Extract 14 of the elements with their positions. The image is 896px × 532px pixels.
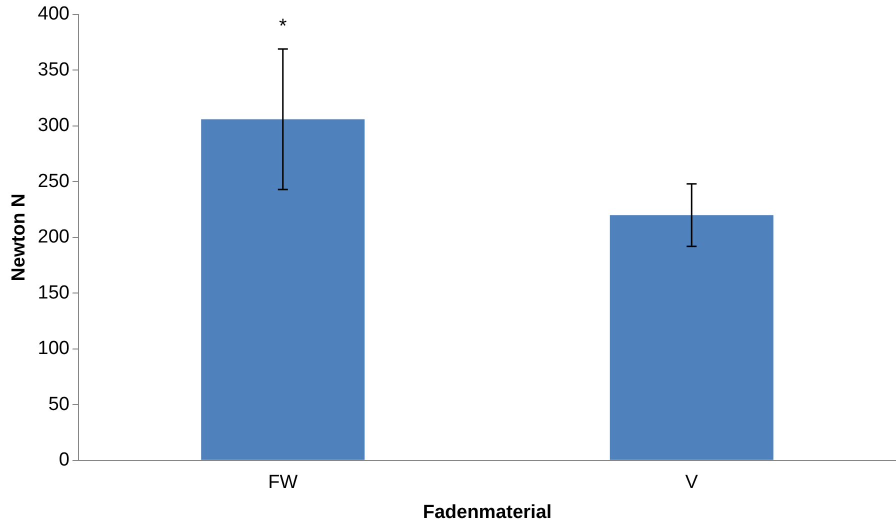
x-tick-label: V [685,472,698,494]
y-tick-label: 250 [38,170,70,192]
y-axis-title: Newton N [8,194,30,282]
y-tick-label: 50 [48,394,70,415]
y-tick-label: 350 [38,59,70,80]
y-tick-label: 200 [38,226,70,248]
y-tick-label: 0 [58,450,70,471]
x-tick-label: FW [268,472,298,494]
annotation: * [278,15,287,38]
y-tick-label: 100 [38,338,70,360]
y-tick-label: 150 [38,282,70,304]
y-tick-label: 300 [38,115,70,136]
x-axis-title: Fadenmaterial [422,502,552,523]
y-tick-label: 400 [38,4,70,25]
